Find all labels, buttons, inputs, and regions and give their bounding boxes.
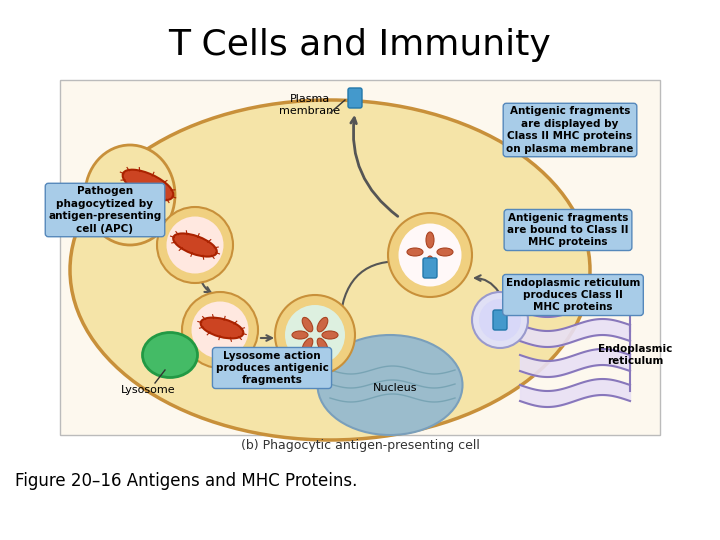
Ellipse shape (437, 248, 453, 256)
FancyBboxPatch shape (60, 80, 660, 435)
Text: Nucleus: Nucleus (373, 383, 418, 393)
Ellipse shape (302, 318, 312, 332)
Text: (b) Phagocytic antigen-presenting cell: (b) Phagocytic antigen-presenting cell (240, 438, 480, 451)
Ellipse shape (157, 207, 233, 283)
Ellipse shape (143, 333, 197, 377)
Ellipse shape (472, 292, 528, 348)
Ellipse shape (426, 256, 434, 272)
FancyBboxPatch shape (423, 258, 437, 278)
Text: Plasma
membrane: Plasma membrane (279, 94, 341, 116)
Ellipse shape (174, 233, 217, 256)
Ellipse shape (292, 331, 308, 339)
Text: Antigenic fragments
are displayed by
Class II MHC proteins
on plasma membrane: Antigenic fragments are displayed by Cla… (506, 106, 634, 153)
Ellipse shape (318, 335, 462, 435)
Ellipse shape (192, 301, 248, 359)
Ellipse shape (182, 292, 258, 368)
Ellipse shape (388, 213, 472, 297)
Ellipse shape (302, 338, 312, 353)
Ellipse shape (166, 217, 223, 273)
Ellipse shape (122, 170, 174, 200)
Text: Antigenic fragments
are bound to Class II
MHC proteins: Antigenic fragments are bound to Class I… (508, 213, 629, 247)
Ellipse shape (322, 331, 338, 339)
Ellipse shape (398, 224, 462, 287)
Ellipse shape (479, 299, 521, 341)
Ellipse shape (285, 305, 345, 365)
Ellipse shape (318, 338, 328, 353)
Ellipse shape (70, 100, 590, 440)
Text: Lysosome action
produces antigenic
fragments: Lysosome action produces antigenic fragm… (215, 350, 328, 386)
Text: Endoplasmic
reticulum: Endoplasmic reticulum (598, 344, 672, 366)
Ellipse shape (201, 318, 243, 339)
Text: Lysosome: Lysosome (121, 385, 175, 395)
FancyBboxPatch shape (348, 88, 362, 108)
Text: T Cells and Immunity: T Cells and Immunity (168, 28, 552, 62)
Ellipse shape (318, 318, 328, 332)
Ellipse shape (407, 248, 423, 256)
FancyBboxPatch shape (493, 310, 507, 330)
Text: Figure 20–16 Antigens and MHC Proteins.: Figure 20–16 Antigens and MHC Proteins. (15, 472, 357, 490)
Text: Pathogen
phagocytized by
antigen-presenting
cell (APC): Pathogen phagocytized by antigen-present… (48, 186, 161, 234)
Ellipse shape (85, 145, 175, 245)
Text: Endoplasmic reticulum
produces Class II
MHC proteins: Endoplasmic reticulum produces Class II … (506, 278, 640, 313)
Ellipse shape (426, 232, 434, 248)
Ellipse shape (275, 295, 355, 375)
